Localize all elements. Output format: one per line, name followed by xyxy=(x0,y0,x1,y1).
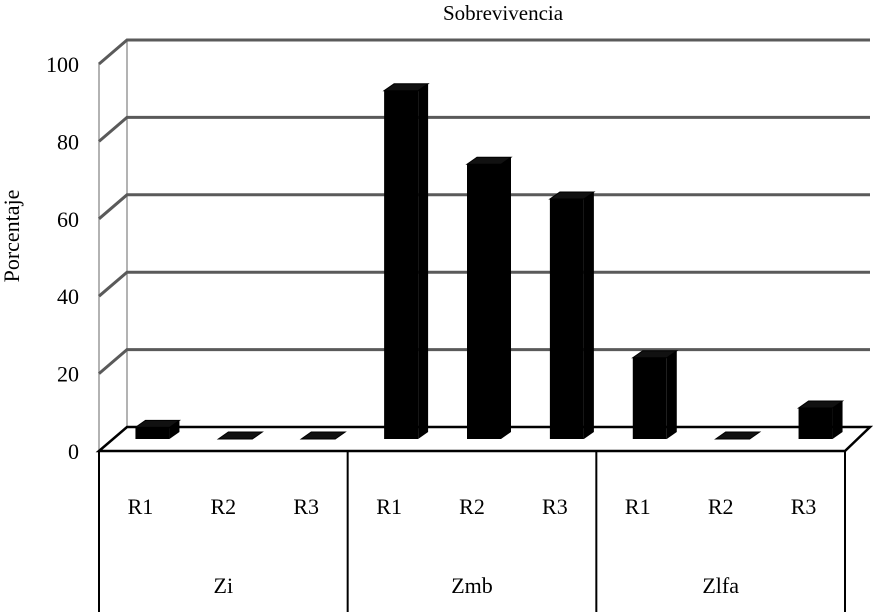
bar-side xyxy=(418,83,429,439)
bar-side xyxy=(169,420,180,439)
bar xyxy=(216,431,264,440)
y-tick-label: 60 xyxy=(57,207,79,232)
bar xyxy=(714,431,762,440)
x-tick-label: R2 xyxy=(708,494,734,519)
gridline xyxy=(98,193,870,220)
category-table: R1 R2 R3 Zi R1 R2 R3 Zmb R1 R2 R3 Zlfa xyxy=(98,450,846,612)
bar-front xyxy=(549,199,584,439)
chart-walls xyxy=(98,38,128,453)
x-tick-label: R2 xyxy=(459,494,485,519)
group-label: Zi xyxy=(214,573,234,598)
side-wall xyxy=(98,38,128,453)
bar xyxy=(133,419,182,439)
bar-front xyxy=(798,408,833,439)
y-tick-label: 100 xyxy=(46,52,79,77)
bar-side xyxy=(583,192,594,439)
x-tick-label: R1 xyxy=(376,494,402,519)
bar xyxy=(465,156,513,440)
x-tick-label: R3 xyxy=(791,494,817,519)
gridline xyxy=(98,115,870,143)
x-tick-label: R3 xyxy=(542,494,568,519)
x-tick-label: R2 xyxy=(210,494,236,519)
bar-front xyxy=(135,427,170,439)
bar xyxy=(382,83,430,439)
bar xyxy=(299,431,347,440)
group-label: Zmb xyxy=(451,573,493,598)
x-tick-label: R3 xyxy=(293,494,319,519)
bar-front xyxy=(632,357,667,439)
bar xyxy=(796,400,845,439)
bar-side xyxy=(832,401,843,439)
x-tick-label: R1 xyxy=(625,494,651,519)
gridline xyxy=(98,348,870,375)
gridlines xyxy=(98,38,870,375)
bars xyxy=(133,83,845,440)
bar-side xyxy=(666,350,677,439)
bar-side xyxy=(501,157,511,440)
y-tick-label: 80 xyxy=(57,129,79,154)
gridline xyxy=(98,270,870,298)
gridline xyxy=(98,38,870,66)
bar xyxy=(548,191,596,439)
bar-front xyxy=(384,90,419,439)
y-tick-label: 0 xyxy=(68,439,79,464)
chart-title: Sobrevivencia xyxy=(443,1,564,25)
y-tick-label: 40 xyxy=(57,284,79,309)
y-axis-label: Porcentaje xyxy=(0,190,24,283)
x-tick-label: R1 xyxy=(128,494,154,519)
bar-front xyxy=(467,164,501,440)
y-tick-label: 20 xyxy=(57,362,79,387)
bar xyxy=(631,350,679,439)
group-label: Zlfa xyxy=(702,573,739,598)
y-axis-ticks: 0 20 40 60 80 100 xyxy=(46,52,79,464)
